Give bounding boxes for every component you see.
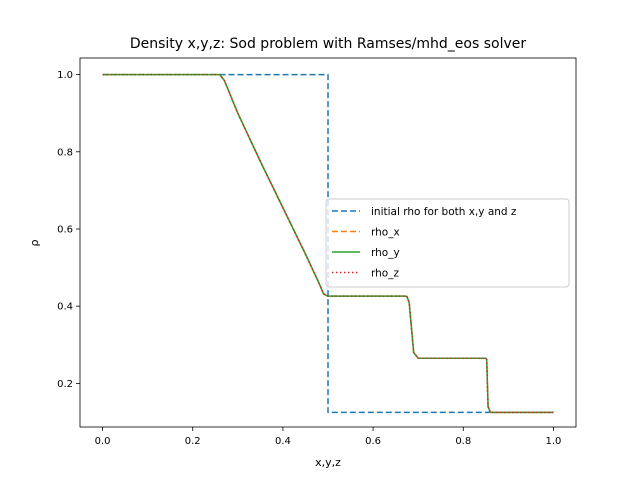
y-tick-label: 0.2 [57, 379, 73, 390]
x-tick-label: 0.4 [275, 436, 291, 447]
x-tick-label: 1.0 [546, 436, 562, 447]
legend-label-1: rho_x [371, 227, 400, 239]
legend-box [325, 198, 570, 288]
legend: initial rho for both x,y and z rho_x rho_y… [325, 198, 570, 288]
legend-items: initial rho for both x,y and z rho_x rho_y… [332, 206, 517, 280]
x-tick-label: 0.8 [455, 436, 471, 447]
y-axis-label: ρ [28, 239, 41, 246]
legend-label-3: rho_z [371, 268, 399, 280]
x-ticks: 0.0 0.2 0.4 0.6 0.8 1.0 [95, 427, 562, 447]
series-line-3 [102, 73, 554, 414]
y-ticks: 0.2 0.4 0.6 0.8 1.0 [57, 70, 80, 390]
y-tick-label: 0.6 [57, 224, 73, 235]
chart-title: Density x,y,z: Sod problem with Ramses/m… [130, 36, 527, 52]
x-tick-label: 0.6 [365, 436, 381, 447]
x-tick-label: 0.2 [185, 436, 201, 447]
y-tick-label: 0.8 [57, 147, 73, 158]
y-tick-label: 0.4 [57, 302, 73, 313]
plot-frame [79, 57, 577, 428]
legend-label-2: rho_y [371, 247, 400, 259]
x-tick-label: 0.0 [95, 436, 111, 447]
legend-label-0: initial rho for both x,y and z [371, 206, 517, 218]
y-tick-label: 1.0 [57, 70, 73, 81]
x-axis-label: x,y,z [315, 456, 341, 469]
series-layer [102, 73, 554, 414]
